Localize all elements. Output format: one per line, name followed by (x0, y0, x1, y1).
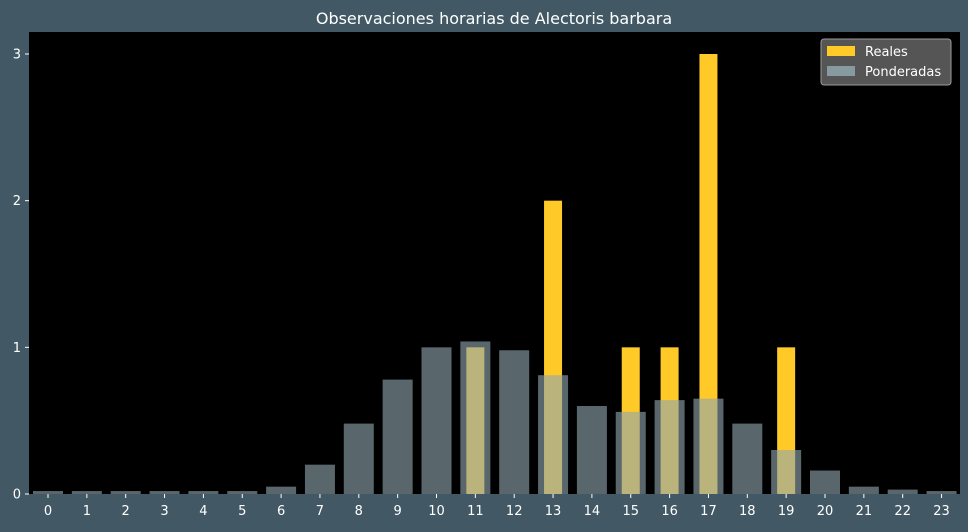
x-tick-label: 11 (467, 504, 484, 519)
bar-reales-17 (699, 54, 718, 494)
bar-ponderadas-0 (33, 491, 63, 494)
y-tick-label: 1 (13, 341, 21, 356)
bar-ponderadas-16 (654, 400, 685, 494)
x-tick-label: 9 (394, 504, 402, 519)
x-tick-label: 0 (44, 504, 52, 519)
x-tick-label: 18 (739, 504, 756, 519)
x-tick-label: 2 (122, 504, 130, 519)
legend-label-ponderadas: Ponderadas (865, 65, 941, 80)
bar-ponderadas-4 (188, 491, 219, 494)
bar-ponderadas-6 (266, 486, 297, 494)
bar-ponderadas-13 (538, 375, 569, 494)
y-tick-label: 3 (13, 48, 21, 63)
x-tick-label: 12 (506, 504, 523, 519)
x-tick-label: 21 (856, 504, 873, 519)
bar-ponderadas-21 (848, 486, 879, 494)
axes: 0 1 2 3 4 5 6 7 8 9 10 11 12 13 14 15 16 17 18 19 20 21 22 2301… (13, 48, 950, 520)
plot-area (29, 32, 960, 494)
series-ponderadas (33, 341, 957, 494)
bar-ponderadas-20 (810, 470, 840, 494)
bar-ponderadas-15 (615, 411, 646, 494)
bar-ponderadas-22 (887, 489, 918, 494)
bar-ponderadas-1 (71, 491, 102, 494)
bar-ponderadas-19 (771, 450, 802, 494)
bar-ponderadas-7 (304, 464, 335, 494)
x-tick-label: 3 (160, 504, 168, 519)
bar-ponderadas-17 (693, 398, 724, 494)
bar-ponderadas-12 (499, 350, 530, 494)
y-tick-label: 0 (13, 488, 21, 503)
legend-swatch-ponderadas (827, 66, 855, 76)
x-tick-label: 5 (238, 504, 246, 519)
chart-title: Observaciones horarias de Alectoris barb… (316, 9, 672, 28)
bar-ponderadas-5 (227, 491, 258, 494)
x-tick-label: 19 (778, 504, 795, 519)
legend-swatch-reales (827, 46, 855, 56)
bar-ponderadas-23 (926, 491, 957, 494)
x-tick-label: 7 (316, 504, 324, 519)
x-tick-label: 20 (817, 504, 834, 519)
bar-ponderadas-11 (460, 341, 491, 494)
bar-ponderadas-18 (732, 423, 763, 494)
x-tick-label: 8 (355, 504, 363, 519)
x-tick-label: 1 (83, 504, 91, 519)
x-tick-label: 13 (545, 504, 562, 519)
x-tick-label: 16 (661, 504, 678, 519)
legend-label-reales: Reales (865, 45, 908, 60)
bar-ponderadas-9 (382, 379, 413, 494)
bar-ponderadas-14 (576, 406, 607, 494)
x-tick-label: 14 (584, 504, 601, 519)
y-tick-label: 2 (13, 194, 21, 209)
bar-ponderadas-3 (149, 491, 180, 494)
legend: Reales Ponderadas (820, 38, 952, 86)
bar-ponderadas-8 (343, 423, 374, 494)
bar-ponderadas-10 (421, 347, 452, 494)
x-tick-label: 17 (700, 504, 717, 519)
x-tick-label: 23 (933, 504, 950, 519)
bar-ponderadas-2 (110, 491, 141, 494)
x-tick-label: 22 (894, 504, 911, 519)
x-tick-label: 6 (277, 504, 285, 519)
x-tick-label: 4 (199, 504, 207, 519)
x-tick-label: 10 (428, 504, 445, 519)
x-tick-label: 15 (622, 504, 639, 519)
